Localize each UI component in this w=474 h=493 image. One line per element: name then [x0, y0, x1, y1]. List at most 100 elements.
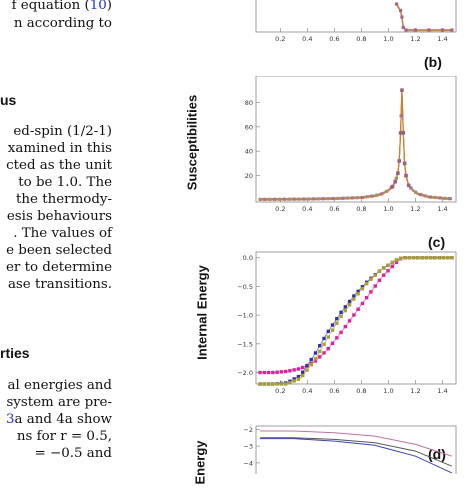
b-y-ytick-label-3: 80 — [245, 99, 253, 107]
c-series-1-marker-8 — [292, 377, 296, 381]
text-line-17: = −0.5 and — [34, 446, 112, 461]
c-series-2-marker-15 — [322, 342, 326, 346]
c-series-0-marker-8 — [292, 368, 296, 372]
b-marker-24 — [375, 193, 379, 197]
c-series-2-marker-23 — [356, 292, 360, 296]
c-series-0-marker-32 — [394, 260, 399, 265]
c-series-0-marker-2 — [266, 370, 271, 375]
c-series-2-marker-28 — [377, 269, 382, 273]
c-series-0-marker-30 — [386, 269, 390, 273]
c-series-2-marker-41 — [433, 256, 437, 260]
c-series-2-marker-11 — [305, 368, 309, 372]
b-x-tick-label-1: 0.4 — [302, 205, 312, 213]
c-plot-frame — [255, 251, 457, 385]
c-series-line-0 — [260, 257, 452, 373]
text-line-7: the thermody- — [16, 192, 112, 207]
c-series-1-marker-18 — [335, 316, 339, 321]
c-series-2-marker-19 — [339, 314, 343, 319]
b-marker-26 — [384, 189, 389, 193]
b-marker-25 — [380, 192, 384, 196]
b-marker-3 — [273, 197, 277, 201]
b-peak-point-10 — [396, 171, 400, 175]
c-x-tick-label-2: 0.6 — [329, 387, 339, 395]
c-series-2-marker-20 — [343, 308, 348, 313]
b-marker-33 — [418, 192, 423, 197]
b-peak-point-14 — [401, 131, 406, 135]
ylabel-internal-energy: Internal Energy — [194, 265, 210, 360]
b-marker-2 — [268, 197, 272, 201]
b-marker-19 — [350, 196, 355, 200]
b-marker-20 — [355, 196, 359, 200]
b-marker-1 — [263, 197, 267, 201]
c-series-2-marker-37 — [416, 256, 420, 260]
c-series-2-marker-40 — [428, 256, 433, 260]
b-marker-5 — [282, 197, 286, 201]
b-marker-28 — [394, 176, 398, 180]
equation-reference[interactable]: 10 — [89, 0, 107, 13]
top-x-tick-label-6: 1.4 — [437, 35, 447, 43]
b-marker-9 — [302, 197, 306, 201]
c-series-2-marker-34 — [403, 256, 407, 260]
c-series-2-marker-6 — [283, 382, 288, 386]
c-series-0-marker-6 — [283, 369, 288, 374]
chart-susceptibilities: 0.2 0.4 0.6 0.8 1.0 1.2 1.4 20 40 60 80 — [245, 76, 457, 213]
c-x-tick-label-0: 0.2 — [275, 387, 285, 395]
b-marker-15 — [331, 196, 335, 201]
c-series-1-marker-22 — [352, 294, 356, 298]
c-series-1-marker-23 — [356, 289, 360, 294]
b-marker-12 — [316, 197, 321, 201]
b-peak-point-16 — [404, 173, 408, 178]
top-x-tick-label-4: 1.0 — [383, 35, 393, 43]
top-x-tick-label-0: 0.2 — [275, 35, 285, 43]
c-series-2-marker-44 — [445, 256, 450, 260]
b-peak-point-9 — [393, 179, 397, 184]
c-series-0-marker-18 — [335, 336, 339, 340]
c-series-2-marker-31 — [390, 260, 394, 265]
c-series-2-marker-0 — [258, 382, 262, 386]
c-series-2-marker-4 — [275, 382, 279, 386]
b-marker-10 — [307, 197, 311, 201]
c-y-ytick-label-1: −0.5 — [237, 283, 253, 291]
top-x-tick-label-2: 0.6 — [329, 35, 339, 43]
b-marker-11 — [311, 197, 316, 201]
c-series-0-marker-31 — [390, 264, 394, 269]
b-marker-31 — [409, 186, 413, 190]
b-marker-34 — [423, 194, 428, 198]
top-point-6 — [427, 28, 431, 32]
c-series-0-marker-24 — [360, 301, 365, 306]
d-y-ytick-label-0: −2 — [243, 426, 253, 434]
c-series-2-marker-39 — [424, 256, 429, 260]
c-series-2-marker-21 — [347, 303, 352, 307]
c-series-1-marker-10 — [300, 370, 305, 374]
b-x-tick-label-5: 1.2 — [410, 205, 420, 213]
b-x-tick-label-0: 0.2 — [275, 205, 285, 213]
b-x-tick-label-2: 0.6 — [329, 205, 339, 213]
top-plot-frame — [255, 0, 457, 33]
c-series-2-marker-22 — [352, 297, 356, 301]
text-line-14: system are pre- — [6, 395, 112, 410]
text-line-16: ns for r = 0.5, — [16, 429, 112, 444]
c-series-0-marker-28 — [377, 278, 382, 282]
c-series-0-marker-27 — [373, 284, 377, 288]
c-series-0-marker-25 — [364, 295, 369, 300]
c-series-0-marker-1 — [262, 370, 267, 375]
b-marker-37 — [438, 196, 442, 200]
c-series-2-marker-25 — [364, 281, 369, 286]
c-series-2-marker-42 — [437, 256, 441, 260]
figure-reference-3[interactable]: 3 — [6, 412, 15, 427]
b-marker-18 — [346, 196, 350, 200]
c-series-2-marker-7 — [288, 381, 292, 385]
c-series-2-marker-9 — [296, 377, 301, 381]
b-marker-36 — [433, 195, 437, 200]
c-series-2-marker-18 — [335, 321, 339, 325]
b-marker-6 — [287, 197, 291, 201]
text-line-10: e been selected — [6, 243, 112, 258]
b-marker-22 — [365, 195, 369, 199]
c-series-2-marker-30 — [386, 263, 390, 267]
c-series-2-marker-10 — [300, 373, 305, 378]
panel-label-c: (c) — [428, 234, 446, 250]
d-y-ytick-label-1: −3 — [243, 443, 253, 451]
text-line-12: ase transitions. — [7, 277, 112, 292]
text-line-3: ed-spin (1/2-1) — [13, 124, 112, 139]
ylabel-energy: Energy — [192, 440, 208, 485]
